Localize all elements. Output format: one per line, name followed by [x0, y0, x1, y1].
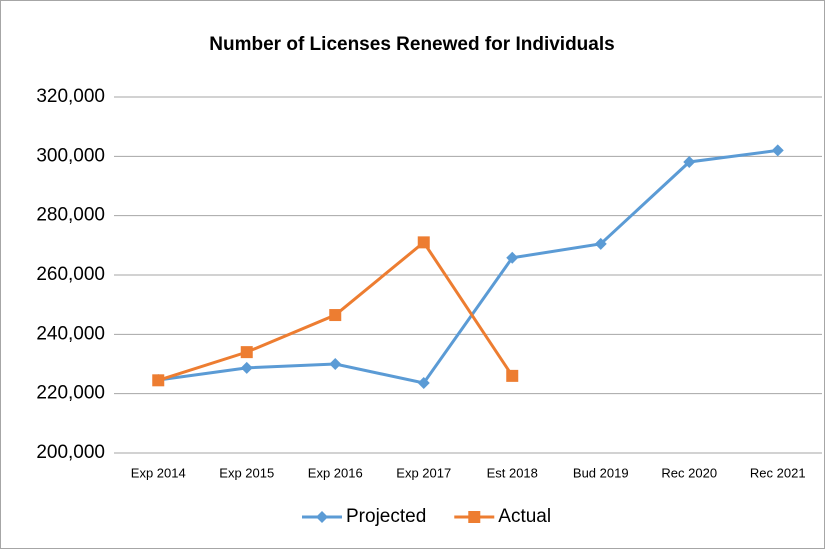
marker — [152, 374, 165, 387]
x-tick-label: Exp 2015 — [219, 465, 274, 480]
x-tick-label: Bud 2019 — [573, 465, 629, 480]
marker — [417, 236, 430, 249]
marker — [329, 358, 342, 370]
y-tick-label: 240,000 — [36, 323, 105, 344]
legend-label: Projected — [346, 506, 426, 527]
chart-title: Number of Licenses Renewed for Individua… — [209, 34, 614, 55]
marker — [683, 155, 696, 168]
x-tick-label: Rec 2021 — [750, 465, 806, 480]
marker — [417, 376, 430, 389]
marker — [240, 361, 253, 374]
x-tick-label: Rec 2020 — [661, 465, 717, 480]
marker — [771, 144, 784, 157]
y-tick-label: 280,000 — [36, 205, 105, 226]
x-tick-label: Exp 2016 — [308, 465, 363, 480]
marker — [329, 309, 342, 322]
marker — [240, 346, 253, 359]
x-tick-label: Exp 2017 — [396, 465, 451, 480]
x-tick-label: Est 2018 — [487, 465, 538, 480]
x-tick-label: Exp 2014 — [131, 465, 186, 480]
legend-label: Actual — [498, 506, 551, 527]
y-tick-label: 260,000 — [36, 264, 105, 285]
y-tick-label: 220,000 — [36, 383, 105, 404]
marker — [594, 237, 607, 250]
marker — [506, 251, 519, 264]
y-tick-label: 200,000 — [36, 442, 105, 463]
marker — [506, 369, 519, 382]
marker — [316, 511, 328, 523]
y-tick-label: 320,000 — [36, 86, 105, 107]
series-line — [158, 148, 778, 385]
marker — [468, 511, 481, 523]
y-tick-label: 300,000 — [36, 145, 105, 166]
